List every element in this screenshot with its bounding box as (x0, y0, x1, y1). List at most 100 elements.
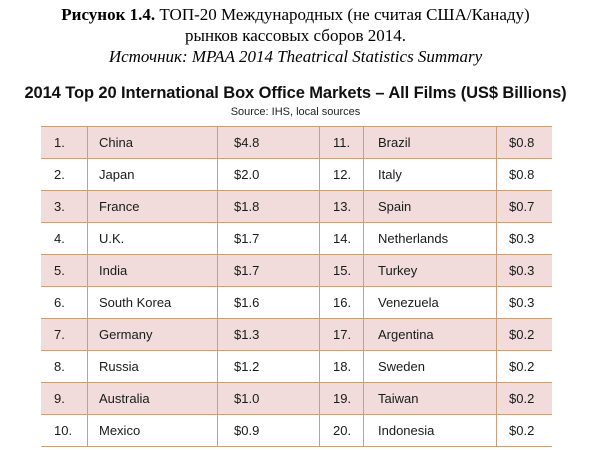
rank-cell: 20. (333, 423, 352, 438)
column-divider (319, 383, 320, 414)
ranking-table: 1. China $4.8 11. Brazil $0.8 2. Japan $2.0 12. It… (41, 126, 552, 447)
column-divider (87, 415, 88, 446)
rank-cell: 17. (333, 327, 352, 342)
rank-cell: 14. (333, 231, 352, 246)
country-cell: Sweden (378, 359, 425, 374)
value-cell: $0.2 (509, 327, 535, 342)
caption-source: Источник: MPAA 2014 Theatrical Statistic… (108, 47, 483, 66)
value-cell: $4.8 (234, 135, 260, 150)
column-divider (496, 383, 497, 414)
column-divider (319, 287, 320, 318)
column-divider (217, 415, 218, 446)
column-divider (217, 351, 218, 382)
country-cell: Turkey (378, 263, 418, 278)
column-divider (363, 159, 364, 190)
column-divider (87, 351, 88, 382)
rank-cell: 15. (333, 263, 352, 278)
column-divider (217, 287, 218, 318)
value-cell: $1.3 (234, 327, 260, 342)
value-cell: $0.8 (509, 135, 535, 150)
country-cell: Brazil (378, 135, 411, 150)
column-divider (217, 159, 218, 190)
column-divider (217, 383, 218, 414)
column-divider (363, 255, 364, 286)
column-divider (496, 191, 497, 222)
table-source: Source: IHS, local sources (230, 106, 361, 118)
value-cell: $0.3 (509, 263, 535, 278)
country-cell: Russia (99, 359, 139, 374)
column-divider (319, 351, 320, 382)
column-divider (217, 319, 218, 350)
column-divider (217, 223, 218, 254)
column-divider (496, 287, 497, 318)
table-title: 2014 Top 20 International Box Office Mar… (24, 84, 567, 102)
column-divider (319, 191, 320, 222)
column-divider (87, 383, 88, 414)
country-cell: Australia (99, 391, 150, 406)
rank-cell: 13. (333, 199, 352, 214)
column-divider (319, 159, 320, 190)
value-cell: $0.8 (509, 167, 535, 182)
column-divider (319, 223, 320, 254)
column-divider (319, 415, 320, 446)
table-row: 6. South Korea $1.6 16. Venezuela $0.3 (41, 287, 552, 319)
column-divider (496, 351, 497, 382)
value-cell: $1.0 (234, 391, 260, 406)
column-divider (363, 319, 364, 350)
rank-cell: 2. (54, 167, 65, 182)
column-divider (87, 191, 88, 222)
country-cell: Indonesia (378, 423, 435, 438)
column-divider (217, 255, 218, 286)
column-divider (363, 287, 364, 318)
country-cell: Italy (378, 167, 402, 182)
column-divider (363, 127, 364, 158)
rank-cell: 18. (333, 359, 352, 374)
table-row: 9. Australia $1.0 19. Taiwan $0.2 (41, 383, 552, 415)
value-cell: $1.7 (234, 263, 260, 278)
caption-label: Рисунок 1.4. (61, 5, 156, 24)
country-cell: Taiwan (378, 391, 419, 406)
column-divider (363, 351, 364, 382)
rank-cell: 16. (333, 295, 352, 310)
table-row: 7. Germany $1.3 17. Argentina $0.2 (41, 319, 552, 351)
column-divider (217, 191, 218, 222)
table-row: 2. Japan $2.0 12. Italy $0.8 (41, 159, 552, 191)
rank-cell: 1. (54, 135, 65, 150)
column-divider (363, 191, 364, 222)
caption-line-1: Рисунок 1.4. ТОП-20 Международных (не сч… (0, 4, 591, 25)
column-divider (217, 127, 218, 158)
value-cell: $0.3 (509, 295, 535, 310)
table-row: 4. U.K. $1.7 14. Netherlands $0.3 (41, 223, 552, 255)
rank-cell: 6. (54, 295, 65, 310)
value-cell: $1.6 (234, 295, 260, 310)
table-row: 8. Russia $1.2 18. Sweden $0.2 (41, 351, 552, 383)
value-cell: $1.2 (234, 359, 260, 374)
value-cell: $1.7 (234, 231, 260, 246)
table-row: 5. India $1.7 15. Turkey $0.3 (41, 255, 552, 287)
caption-line-2: рынков кассовых сборов 2014. (185, 26, 406, 45)
table-row: 1. China $4.8 11. Brazil $0.8 (41, 127, 552, 159)
figure-caption: Рисунок 1.4. ТОП-20 Международных (не сч… (0, 4, 591, 67)
country-cell: U.K. (99, 231, 125, 246)
column-divider (319, 255, 320, 286)
column-divider (319, 127, 320, 158)
value-cell: $1.8 (234, 199, 260, 214)
rank-cell: 8. (54, 359, 65, 374)
value-cell: $0.7 (509, 199, 535, 214)
column-divider (496, 127, 497, 158)
rank-cell: 19. (333, 391, 352, 406)
rank-cell: 4. (54, 231, 65, 246)
value-cell: $0.2 (509, 359, 535, 374)
value-cell: $0.2 (509, 423, 535, 438)
column-divider (87, 127, 88, 158)
rank-cell: 5. (54, 263, 65, 278)
column-divider (87, 255, 88, 286)
table-row: 10. Mexico $0.9 20. Indonesia $0.2 (41, 415, 552, 447)
country-cell: Germany (99, 327, 153, 342)
country-cell: Japan (99, 167, 135, 182)
column-divider (363, 223, 364, 254)
country-cell: China (99, 135, 133, 150)
value-cell: $0.3 (509, 231, 535, 246)
column-divider (496, 415, 497, 446)
country-cell: India (99, 263, 128, 278)
